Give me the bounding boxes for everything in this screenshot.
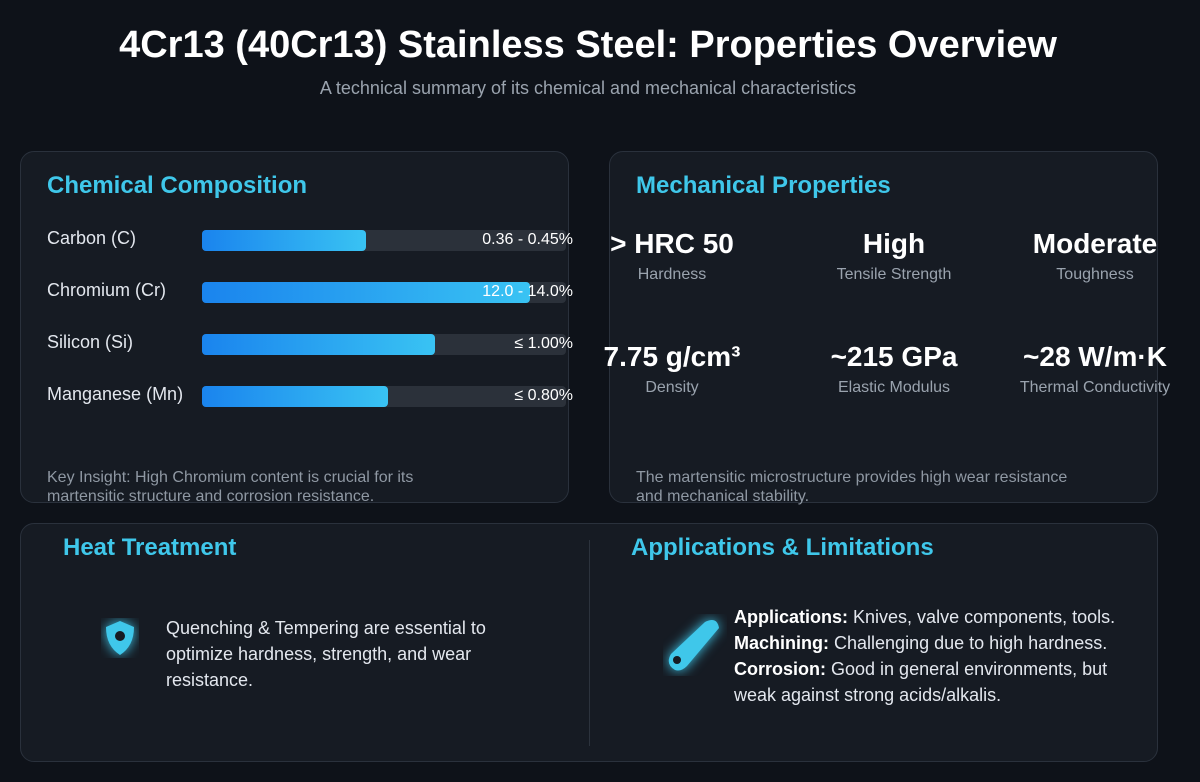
property-value: 7.75 g/cm³ <box>603 341 741 372</box>
bar <box>202 334 435 355</box>
element-name: Carbon (C) <box>47 228 137 248</box>
property-label: Toughness <box>1056 266 1134 283</box>
property-value: ~28 W/m·K <box>1023 341 1167 372</box>
tag-icon <box>668 620 719 671</box>
property-value: High <box>862 228 926 259</box>
property-label: Elastic Modulus <box>837 379 951 396</box>
item-term: Applications: <box>734 607 849 627</box>
item-text: Challenging due to high hardness. <box>834 633 1108 653</box>
property-value: Moderate <box>1032 228 1158 259</box>
shield-icon <box>106 621 134 655</box>
range-label: ≤ 1.00% <box>514 335 573 352</box>
section-heading: Applications & Limitations <box>631 534 934 561</box>
range-label: 12.0 - 14.0% <box>482 283 573 300</box>
mechanical-card: Mechanical Properties > HRC 50 Hardness Hi… <box>604 151 1170 505</box>
property-label: Tensile Strength <box>836 266 952 283</box>
range-label: 0.36 - 0.45% <box>482 231 573 248</box>
property-label: Hardness <box>637 266 707 283</box>
section-heading: Chemical Composition <box>47 172 308 199</box>
application-item: Corrosion: Good in general environments,… <box>734 656 1154 708</box>
insight: Key Insight: High Chromium content is cr… <box>47 469 414 505</box>
title: 4Cr13 (40Cr13) Stainless Steel: Properti… <box>119 24 1057 66</box>
bar <box>202 230 366 251</box>
bar <box>202 282 530 303</box>
divider <box>589 540 590 746</box>
item-text: Good in general environments, but weak a… <box>734 659 1108 705</box>
element-name: Manganese (Mn) <box>47 384 184 404</box>
composition-card: Chemical Composition Carbon (C) 0.36 - 0.… <box>20 151 573 505</box>
item-term: Corrosion: <box>734 659 826 679</box>
bottom-card: Heat Treatment Quenching & Tempering are… <box>20 523 1158 762</box>
section-heading: Mechanical Properties <box>636 172 891 199</box>
item-text: Knives, valve components, tools. <box>853 607 1116 627</box>
subtitle: A technical summary of its chemical and … <box>319 78 857 98</box>
element-name: Chromium (Cr) <box>47 280 166 300</box>
property-value: ~215 GPa <box>830 341 958 372</box>
property-label: Density <box>645 379 699 396</box>
property-value: > HRC 50 <box>610 228 734 259</box>
application-item: Applications: Knives, valve components, … <box>734 604 1154 630</box>
section-heading: Heat Treatment <box>63 534 237 561</box>
bar <box>202 386 388 407</box>
note: The martensitic microstructure provides … <box>636 469 1068 505</box>
range-label: ≤ 0.80% <box>514 387 573 404</box>
item-term: Machining: <box>734 633 829 653</box>
element-name: Silicon (Si) <box>47 332 134 352</box>
property-label: Thermal Conductivity <box>1019 379 1171 396</box>
application-item: Machining: Challenging due to high hardn… <box>734 630 1154 656</box>
heat-text: Quenching & Tempering are essential to o… <box>166 618 486 690</box>
